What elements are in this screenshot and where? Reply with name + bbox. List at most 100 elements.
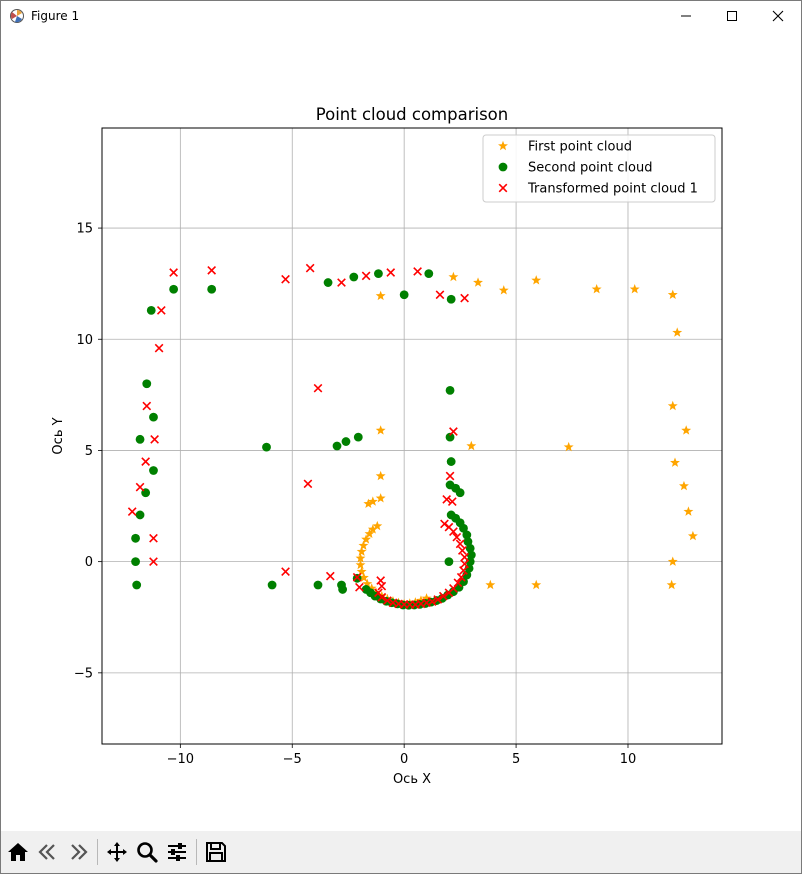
- data-point: [457, 546, 467, 555]
- back-button[interactable]: [33, 837, 63, 867]
- home-icon: [8, 843, 28, 861]
- data-point: [672, 327, 683, 337]
- data-point: [666, 579, 677, 590]
- data-point: [446, 294, 456, 304]
- series-star: [355, 271, 698, 609]
- x-tick-label: −5: [283, 752, 302, 767]
- data-point: [313, 580, 323, 590]
- data-point: [388, 598, 398, 608]
- data-point: [135, 482, 145, 492]
- legend: First point cloud Second point cloud Trans…: [482, 134, 716, 203]
- y-axis-label: Ось Y: [51, 417, 66, 454]
- data-point: [375, 470, 386, 481]
- close-icon: [772, 10, 784, 22]
- data-point: [361, 585, 371, 594]
- zoom-icon: [137, 842, 158, 863]
- y-tick-label: 5: [85, 444, 93, 459]
- matplotlib-icon: [9, 8, 25, 24]
- data-point: [629, 284, 640, 294]
- figure-canvas[interactable]: −10 −5 0 5 10 −5 0 5 10 15 Point cloud comparison…: [1, 31, 801, 831]
- data-point: [141, 457, 151, 466]
- data-point: [375, 290, 386, 301]
- data-point: [374, 588, 383, 598]
- data-point: [459, 523, 468, 533]
- title-bar[interactable]: Figure 1: [1, 1, 801, 31]
- data-point: [332, 441, 342, 451]
- data-point: [681, 425, 692, 435]
- back-arrow-icon: [38, 844, 55, 860]
- data-point: [460, 552, 469, 562]
- zoom-button[interactable]: [132, 837, 162, 867]
- data-point: [444, 588, 454, 598]
- data-point: [142, 379, 152, 389]
- forward-arrow-icon: [71, 844, 88, 860]
- home-button[interactable]: [3, 837, 33, 867]
- data-point: [372, 520, 383, 531]
- y-tick-label: 15: [76, 222, 93, 237]
- data-point: [375, 425, 386, 435]
- data-point: [473, 277, 483, 287]
- y-tick-label: 10: [76, 333, 93, 348]
- data-point: [362, 578, 373, 589]
- pan-icon: [107, 842, 127, 862]
- data-point: [531, 579, 542, 590]
- data-point: [460, 293, 469, 303]
- data-point: [169, 284, 179, 294]
- chart-title: Point cloud comparison: [316, 105, 508, 124]
- data-point: [305, 263, 315, 273]
- window-title: Figure 1: [31, 9, 80, 23]
- pan-button[interactable]: [102, 837, 132, 867]
- data-point: [445, 432, 455, 442]
- data-point: [445, 471, 455, 481]
- data-point: [421, 593, 432, 603]
- data-point: [399, 290, 409, 300]
- save-button[interactable]: [201, 837, 231, 867]
- scatter-chart: −10 −5 0 5 10 −5 0 5 10 15 Point cloud comparison…: [51, 105, 723, 787]
- data-point: [424, 269, 434, 279]
- maximize-button[interactable]: [709, 1, 755, 31]
- data-point: [207, 265, 217, 275]
- minimize-icon: [681, 15, 691, 17]
- data-point: [455, 488, 465, 498]
- maximize-icon: [727, 11, 737, 21]
- data-point: [442, 495, 452, 504]
- toolbar-separator: [196, 839, 197, 865]
- data-point: [127, 507, 137, 516]
- data-point: [456, 572, 466, 582]
- data-point: [367, 496, 378, 506]
- data-point: [465, 543, 475, 553]
- data-point: [683, 506, 694, 516]
- data-point: [142, 401, 152, 411]
- data-point: [131, 557, 140, 567]
- data-point: [386, 268, 396, 277]
- close-button[interactable]: [755, 1, 801, 31]
- data-point: [376, 576, 386, 585]
- configure-subplots-button[interactable]: [162, 837, 192, 867]
- data-point: [667, 400, 678, 411]
- data-point: [447, 497, 457, 506]
- minimize-button[interactable]: [663, 1, 709, 31]
- data-point: [281, 567, 290, 577]
- data-point: [150, 434, 159, 444]
- data-point: [358, 572, 369, 582]
- legend-box: [482, 134, 716, 203]
- data-point: [449, 527, 458, 536]
- data-point: [355, 553, 366, 563]
- x-tick-label: 5: [512, 752, 520, 767]
- data-point: [156, 305, 166, 315]
- configure-subplots-icon: [168, 843, 186, 861]
- data-point: [670, 457, 680, 467]
- data-point: [349, 272, 359, 282]
- data-point: [303, 479, 313, 489]
- legend-label: Second point cloud: [528, 161, 652, 176]
- data-point: [383, 596, 392, 605]
- data-point: [355, 582, 364, 592]
- data-point: [146, 305, 156, 315]
- legend-label: Transformed point cloud 1: [527, 182, 698, 197]
- data-point: [323, 278, 333, 287]
- x-tick-label: 10: [620, 752, 637, 767]
- data-point: [687, 530, 698, 541]
- forward-button[interactable]: [63, 837, 93, 867]
- data-point: [460, 559, 469, 569]
- data-point: [531, 275, 542, 285]
